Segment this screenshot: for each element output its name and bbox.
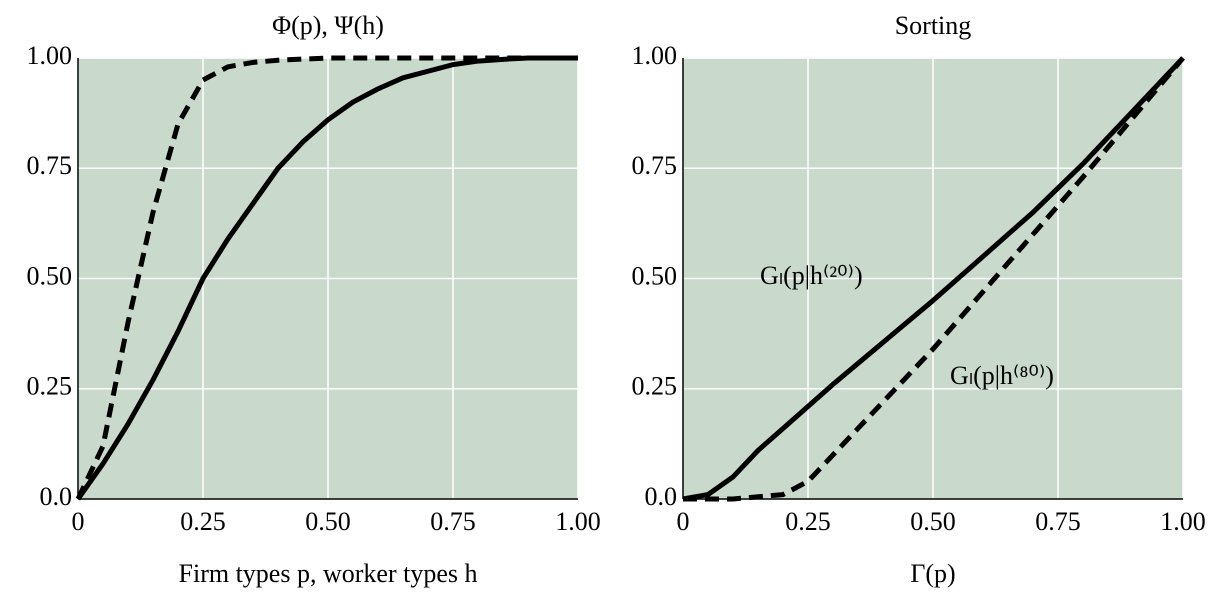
x-tick-label: 0.50 (305, 507, 351, 536)
y-tick-label: 0.50 (632, 261, 678, 290)
x-tick-label: 0.25 (180, 507, 226, 536)
x-axis-label: Γ(p) (910, 559, 955, 588)
x-tick-label: 1.00 (1160, 507, 1206, 536)
y-tick-label: 0.75 (632, 151, 678, 180)
x-tick-label: 0.75 (430, 507, 476, 536)
x-tick-label: 1.00 (555, 507, 601, 536)
annotation: Gₗ(p|h⁽²⁰⁾) (760, 261, 863, 290)
y-tick-label: 0.75 (27, 151, 73, 180)
y-tick-label: 0.50 (27, 261, 73, 290)
line-series (75, 55, 578, 501)
y-tick-label: 0.25 (632, 372, 678, 401)
line-series (683, 56, 1185, 502)
x-tick-label: 0.50 (910, 507, 956, 536)
x-tick-label: 0 (72, 507, 85, 536)
chart-title: Sorting (895, 11, 972, 40)
x-tick-label: 0.25 (785, 507, 831, 536)
x-tick-label: 0.75 (1035, 507, 1081, 536)
y-tick-label: 1.00 (632, 41, 678, 70)
y-tick-label: 0.0 (645, 482, 678, 511)
x-axis-label: Firm types p, worker types h (179, 559, 478, 588)
chart-title: Φ(p), Ψ(h) (272, 11, 384, 40)
line-series (75, 55, 578, 501)
annotation: Gₗ(p|h⁽⁸⁰⁾) (950, 361, 1054, 390)
y-tick-label: 1.00 (27, 41, 73, 70)
x-tick-label: 0 (677, 507, 690, 536)
y-tick-label: 0.25 (27, 372, 73, 401)
line-series (682, 56, 1185, 502)
y-tick-label: 0.0 (40, 482, 73, 511)
